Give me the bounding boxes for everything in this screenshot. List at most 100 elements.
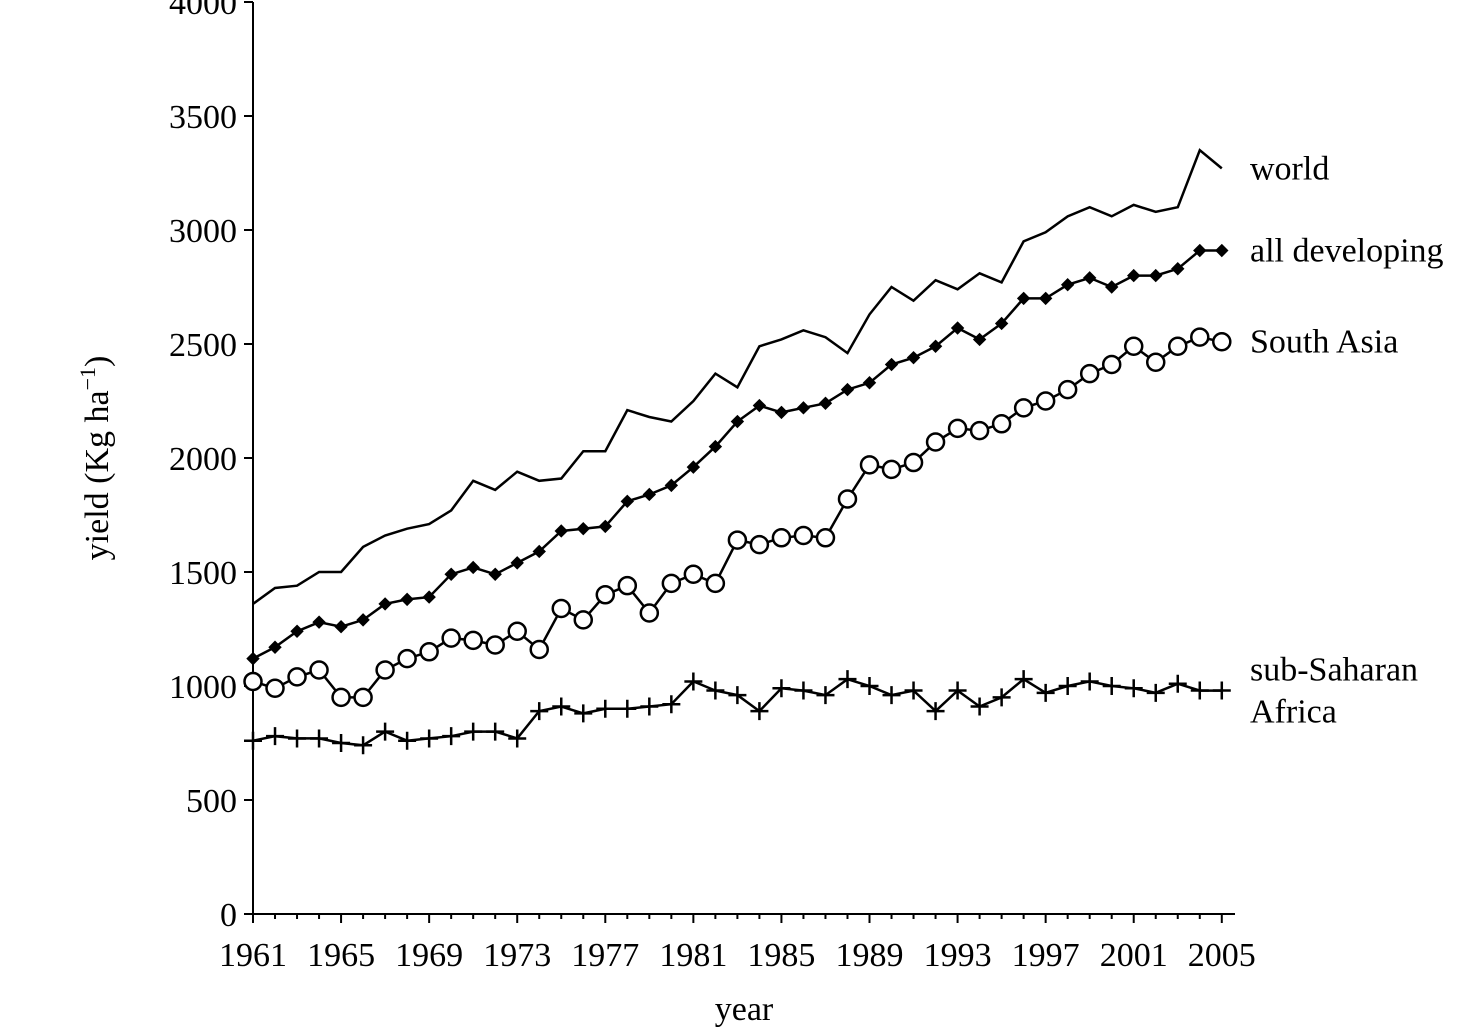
- y-tick-label: 500: [186, 783, 237, 820]
- data-point-south-asia: [969, 420, 990, 441]
- y-axis-title-main: yield (Kg ha: [79, 390, 116, 560]
- data-point-sub-saharan-africa: [728, 686, 747, 705]
- x-tick-label: 1993: [924, 937, 992, 974]
- data-point-all-developing: [818, 396, 833, 410]
- data-point-south-asia: [925, 432, 946, 452]
- data-point-sub-saharan-africa: [442, 727, 461, 746]
- data-point-sub-saharan-africa: [1212, 681, 1231, 700]
- data-point-all-developing: [686, 460, 701, 474]
- data-point-south-asia: [353, 687, 373, 708]
- x-axis-title: year: [715, 991, 774, 1028]
- data-point-sub-saharan-africa: [860, 677, 879, 695]
- x-ticks: 1961 1965 1969 1973 1977 1981 1985 1989 1993 1997…: [219, 914, 1256, 974]
- data-point-south-asia: [331, 687, 351, 708]
- data-point-south-asia: [1057, 379, 1078, 400]
- data-point-sub-saharan-africa: [596, 699, 615, 718]
- data-point-south-asia: [661, 573, 682, 594]
- data-point-all-developing: [1215, 243, 1229, 258]
- data-point-south-asia: [1145, 352, 1166, 372]
- data-point-all-developing: [884, 357, 899, 372]
- x-tick-label: 1977: [571, 937, 639, 974]
- y-ticks: 0 500 1000 1500 2000 2500 3000 3500 4000: [169, 0, 253, 934]
- data-point-sub-saharan-africa: [662, 695, 681, 714]
- data-point-south-asia: [771, 528, 792, 548]
- data-point-all-developing: [246, 651, 260, 666]
- series-all-developing: [246, 243, 1229, 666]
- data-point-sub-saharan-africa: [244, 731, 262, 750]
- series-south-asia: [243, 327, 1232, 708]
- data-point-sub-saharan-africa: [1058, 677, 1077, 695]
- data-point-all-developing: [862, 376, 877, 390]
- data-point-south-asia: [485, 635, 505, 655]
- data-point-sub-saharan-africa: [398, 731, 417, 750]
- data-point-sub-saharan-africa: [904, 681, 923, 700]
- data-point-all-developing: [1127, 268, 1141, 283]
- data-point-all-developing: [356, 613, 370, 627]
- data-point-sub-saharan-africa: [926, 702, 945, 721]
- data-point-sub-saharan-africa: [332, 734, 351, 752]
- series-label-line: world: [1250, 150, 1329, 187]
- data-point-south-asia: [1123, 336, 1144, 357]
- data-point-sub-saharan-africa: [552, 697, 571, 716]
- data-point-sub-saharan-africa: [288, 729, 307, 748]
- x-tick-label: 1973: [483, 937, 551, 974]
- data-point-all-developing: [708, 439, 723, 454]
- x-tick-label: 1985: [747, 937, 815, 974]
- data-point-all-developing: [334, 620, 348, 634]
- data-point-south-asia: [837, 489, 858, 509]
- data-point-sub-saharan-africa: [1102, 677, 1121, 695]
- data-point-south-asia: [375, 660, 395, 680]
- data-point-sub-saharan-africa: [420, 729, 439, 748]
- data-point-all-developing: [1193, 243, 1207, 258]
- data-point-sub-saharan-africa: [376, 722, 395, 741]
- data-point-all-developing: [400, 592, 414, 607]
- data-point-sub-saharan-africa: [750, 702, 769, 721]
- y-tick-label: 4000: [169, 0, 237, 22]
- series-line-all-developing: [252, 249, 1222, 660]
- data-point-south-asia: [573, 610, 594, 630]
- x-tick-label: 1965: [307, 937, 375, 974]
- data-point-south-asia: [727, 530, 748, 550]
- data-point-all-developing: [268, 640, 282, 654]
- data-point-sub-saharan-africa: [530, 702, 549, 721]
- data-point-sub-saharan-africa: [772, 679, 791, 698]
- data-point-south-asia: [551, 598, 572, 619]
- data-point-all-developing: [664, 478, 679, 493]
- x-tick-label: 1961: [219, 937, 287, 974]
- data-point-sub-saharan-africa: [970, 697, 989, 716]
- data-point-south-asia: [749, 534, 770, 555]
- series-label-line: Africa: [1250, 694, 1337, 731]
- data-point-all-developing: [1149, 268, 1163, 283]
- y-tick-label: 3000: [169, 213, 237, 250]
- data-point-south-asia: [507, 621, 527, 642]
- data-point-sub-saharan-africa: [1036, 683, 1055, 702]
- data-point-sub-saharan-africa: [706, 681, 725, 700]
- data-point-all-developing: [840, 382, 855, 397]
- data-point-all-developing: [422, 590, 436, 604]
- data-point-sub-saharan-africa: [1168, 674, 1187, 693]
- data-point-sub-saharan-africa: [882, 686, 901, 705]
- data-point-south-asia: [419, 642, 439, 662]
- data-point-south-asia: [1035, 391, 1056, 411]
- data-point-south-asia: [1079, 363, 1100, 384]
- data-point-all-developing: [378, 597, 392, 611]
- data-point-south-asia: [683, 564, 704, 585]
- data-point-all-developing: [510, 556, 524, 570]
- data-point-sub-saharan-africa: [618, 699, 637, 718]
- data-point-all-developing: [796, 401, 811, 415]
- data-point-sub-saharan-africa: [574, 704, 593, 723]
- axes: [252, 2, 1235, 915]
- y-tick-label: 1000: [169, 669, 237, 706]
- data-point-south-asia: [639, 603, 660, 623]
- data-point-sub-saharan-africa: [1190, 681, 1209, 700]
- series-sub-saharan-africa: [244, 670, 1231, 755]
- data-point-south-asia: [617, 575, 638, 596]
- data-point-south-asia: [793, 525, 814, 546]
- data-point-south-asia: [595, 585, 616, 605]
- data-point-all-developing: [642, 487, 657, 502]
- data-point-sub-saharan-africa: [1014, 670, 1033, 689]
- series-world: [252, 148, 1223, 605]
- data-point-south-asia: [705, 573, 726, 594]
- data-point-south-asia: [1190, 327, 1210, 347]
